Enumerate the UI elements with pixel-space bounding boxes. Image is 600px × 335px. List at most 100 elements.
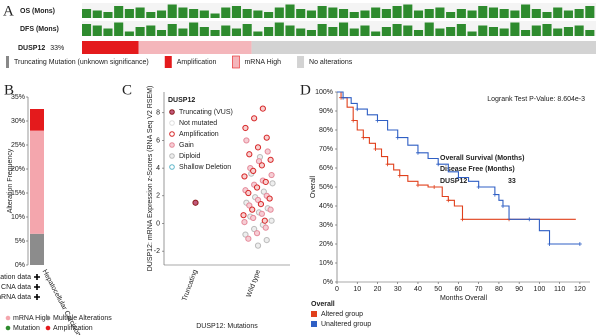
panel-letter: C [122,82,132,98]
legend-swatch [164,56,172,68]
point [263,236,270,244]
legend-label: Altered group [321,311,363,318]
panel-letter: D [300,82,311,98]
legend-swatch [297,56,305,68]
point [261,217,268,224]
legend-marker [169,109,175,115]
track-bar [92,10,102,18]
censor-mark [436,162,441,167]
y-tick-label: 20% [319,241,333,248]
point [255,158,263,165]
x-tick-label: 10 [353,286,361,293]
point [250,167,257,174]
y-tick-label: 30% [11,118,25,125]
track-bar [585,30,595,36]
track-bar [124,9,134,18]
y-tick-label: 0 [156,220,160,227]
legend-dot [5,315,11,321]
track-bar [253,10,263,18]
track-bar [371,31,381,36]
y-tick-label: 25% [11,142,25,149]
track-bar [456,24,466,36]
censor-mark [456,175,461,180]
x-tick-label: 20 [374,286,382,293]
track-bar [521,4,531,18]
track-bar [103,28,113,36]
track-bar [478,25,488,36]
survival-curve [337,91,580,245]
track-bar [221,7,231,18]
x-tick-label: 120 [574,286,586,293]
track-bar [285,25,295,36]
x-tick-label: 70 [475,286,483,293]
track-bar [349,12,359,18]
x-axis-title: DUSP12: Mutations [196,323,258,330]
track-label: DFS (Mons) [20,26,59,33]
legend-label: Shallow Deletion [179,164,231,171]
censor-mark [341,95,346,100]
point [262,224,269,231]
censor-mark [547,242,552,246]
point [246,202,253,209]
track-bar [553,28,563,36]
track-bar [339,22,349,36]
point [266,195,273,202]
track-bar [274,7,284,18]
track-bar [189,9,199,18]
point [259,105,266,112]
track-bar [371,7,381,18]
track-bar [521,30,531,36]
track-bar [467,10,477,18]
track-bar [189,22,199,36]
track-bar [488,27,499,36]
legend-swatch [6,56,9,68]
y-tick-label: 0% [323,279,333,286]
bar-segment [30,233,44,265]
legend-label: Not mutated [179,120,217,127]
x-tick-label: 40 [414,286,422,293]
censor-mark [361,135,366,140]
track-bar [306,30,316,36]
legend-label: Truncating Mutation (unknown significanc… [14,59,149,66]
track-bar [531,25,541,36]
point [245,189,252,197]
censor-mark [500,204,505,208]
point [242,124,249,132]
info-text: Disease Free (Months) [440,166,515,173]
legend-title: DUSP12 [168,97,195,104]
point [269,180,276,187]
track-bar [392,6,402,18]
info-text: Overall Survival (Months) [440,155,524,162]
legend-marker [169,153,175,159]
track-bar [328,27,338,36]
legend-label: Diploid [179,153,201,160]
legend-dot [45,315,51,321]
track-bar [403,25,413,36]
censor-mark [492,192,497,197]
track-bar [392,24,402,36]
bar-segment [30,130,44,234]
x-tick-label: 100 [534,286,546,293]
gene-segment [82,41,139,54]
legend-label: Amplification [53,325,93,332]
y-tick-label: 80% [319,127,333,134]
point [254,144,262,151]
track-bar [82,24,92,36]
x-tick-label: Wild type [246,269,262,299]
legend-label: Multiple Alterations [53,315,112,322]
gene-altered: 33% [50,45,64,52]
x-tick-label: 90 [515,286,523,293]
point [258,162,265,169]
track-bar [82,9,92,18]
track-bar [553,7,563,18]
track-bar [424,9,434,18]
y-tick-label: -2 [154,248,160,255]
info-text: DUSP12 [440,178,467,185]
track-label: OS (Mons) [20,8,55,15]
point [260,188,267,195]
censor-mark [432,185,437,189]
legend-marker [169,131,175,137]
track-bar [146,12,156,18]
point [263,134,270,141]
